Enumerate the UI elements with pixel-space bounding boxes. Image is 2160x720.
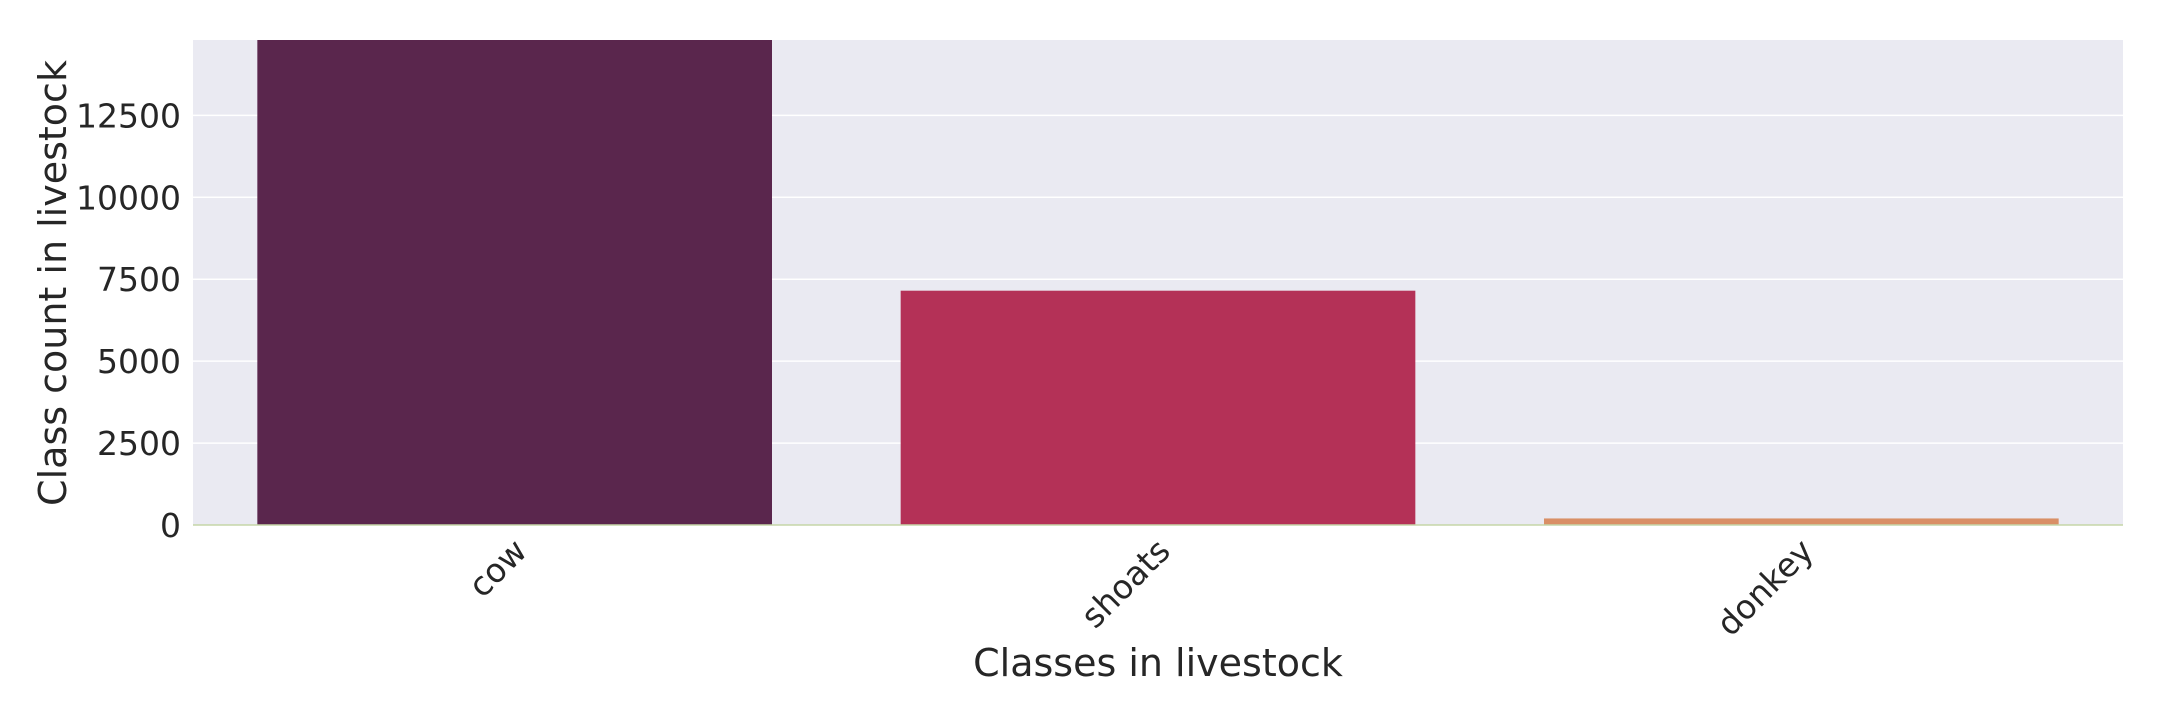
y-tick-label: 12500 (76, 96, 181, 135)
y-axis-label: Class count in livestock (31, 60, 75, 506)
y-tick-label: 7500 (97, 260, 181, 299)
y-tick-label: 0 (160, 506, 181, 545)
bars (257, 40, 2059, 525)
x-tick-label: cow (461, 531, 535, 605)
bar-donkey (1544, 518, 2059, 525)
x-tick-label: shoats (1073, 531, 1177, 635)
x-axis-label: Classes in livestock (973, 641, 1343, 685)
bar-shoats (900, 290, 1416, 525)
y-tick-label: 5000 (97, 342, 181, 381)
bar-cow (257, 40, 772, 525)
x-tick-labels: cow shoats donkey (461, 531, 1821, 643)
y-tick-label: 2500 (97, 424, 181, 463)
y-tick-label: 10000 (76, 178, 181, 217)
x-tick-label: donkey (1709, 531, 1821, 643)
y-tick-labels: 0 2500 5000 7500 10000 12500 (76, 96, 181, 545)
